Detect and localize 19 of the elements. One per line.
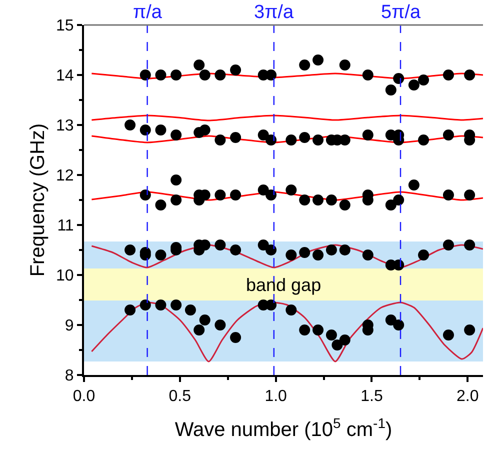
y-axis-title: Frequency (GHz) [27, 123, 50, 277]
y-tick-label: 10 [56, 268, 74, 285]
x-tick-label: 0.0 [72, 388, 96, 406]
y-tick-label: 8 [64, 368, 74, 385]
y-tick-label: 9 [64, 318, 74, 335]
ref-line-label: 5π/a [381, 2, 421, 23]
x-tick-label: 1.5 [360, 388, 383, 406]
y-tick-label: 12 [56, 168, 74, 185]
x-tick-label: 2.0 [456, 388, 479, 406]
y-tick-label: 15 [56, 18, 74, 35]
ref-line-label: π/a [133, 2, 162, 23]
x-tick-label: 0.5 [168, 388, 192, 406]
y-tick-label: 14 [56, 68, 74, 85]
y-tick-label: 13 [56, 118, 74, 135]
x-tick-label: 1.0 [264, 388, 288, 406]
ref-line-label: 3π/a [254, 2, 294, 23]
y-tick-label: 11 [57, 218, 74, 235]
x-axis-title: Wave number (10$^{5}$ cm$^{-1}$) [174, 414, 392, 442]
band-label: band gap [246, 275, 322, 295]
